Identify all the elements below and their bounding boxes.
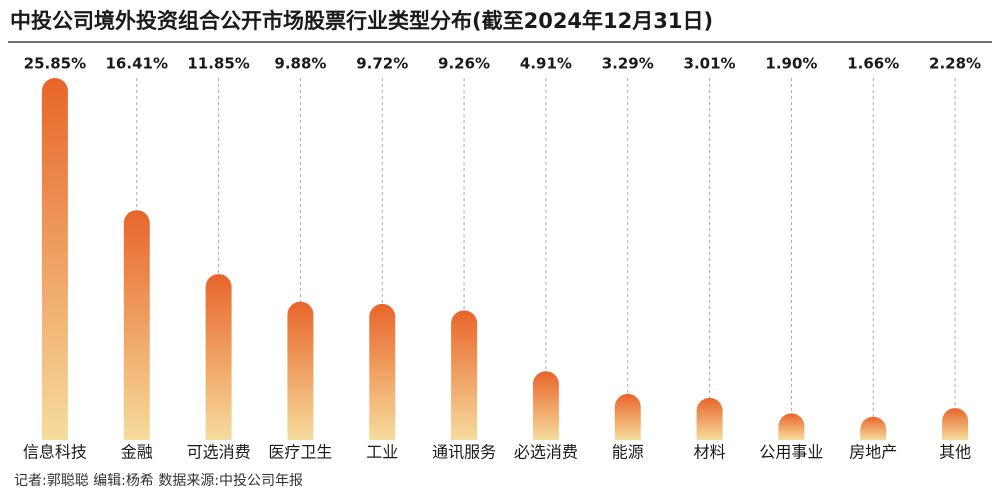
bar: [942, 408, 969, 440]
category-label: 其他: [939, 443, 971, 462]
category-label: 医疗卫生: [268, 443, 332, 462]
bar: [369, 303, 396, 440]
category-label: 信息科技: [23, 443, 87, 462]
credits: 记者:郭聪聪 编辑:杨希 数据来源:中投公司年报: [14, 472, 303, 489]
value-label: 3.01%: [684, 55, 736, 73]
value-label: 9.72%: [356, 55, 408, 73]
bar: [41, 78, 68, 441]
category-label: 公用事业: [759, 443, 823, 462]
bar: [451, 310, 478, 440]
bar: [860, 416, 887, 440]
category-label: 房地产: [849, 443, 897, 462]
bar: [696, 397, 723, 440]
value-label: 2.28%: [929, 55, 981, 73]
category-label: 通讯服务: [432, 443, 496, 462]
value-label: 16.41%: [106, 55, 168, 73]
value-label: 1.90%: [765, 55, 817, 73]
category-label: 金融: [121, 443, 153, 462]
category-label: 材料: [694, 443, 726, 462]
category-label: 能源: [612, 443, 644, 462]
bar: [778, 413, 805, 440]
bar: [614, 393, 641, 440]
bar: [205, 274, 232, 440]
value-label: 4.91%: [520, 55, 572, 73]
category-label: 可选消费: [187, 443, 251, 462]
value-label: 25.85%: [24, 55, 86, 73]
bar: [123, 210, 150, 440]
chart-title: 中投公司境外投资组合公开市场股票行业类型分布(截至2024年12月31日): [10, 9, 713, 33]
bar: [532, 371, 559, 440]
value-label: 11.85%: [187, 55, 249, 73]
category-label: 工业: [366, 443, 398, 462]
value-label: 9.88%: [274, 55, 326, 73]
value-label: 3.29%: [602, 55, 654, 73]
value-label: 1.66%: [847, 55, 899, 73]
value-label: 9.26%: [438, 55, 490, 73]
category-label: 必选消费: [514, 443, 578, 462]
bar: [287, 301, 314, 440]
